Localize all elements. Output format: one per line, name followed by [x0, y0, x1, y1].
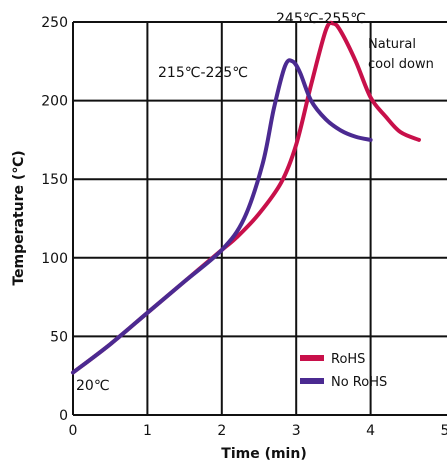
y-tick-label: 50 [50, 329, 68, 345]
x-tick-label: 0 [69, 423, 78, 439]
legend-swatch-rohs [300, 355, 324, 361]
y-tick-label: 0 [59, 408, 68, 424]
y-tick-label: 150 [41, 172, 68, 188]
legend: RoHS No RoHS [300, 352, 387, 390]
series-line-no-rohs [71, 58, 373, 375]
legend-swatch-no-rohs [300, 378, 324, 384]
legend-label-rohs: RoHS [331, 352, 365, 367]
annotation-cool-down-line2: cool down [368, 57, 434, 72]
x-tick-label: 4 [366, 423, 375, 439]
annotation-peak-rohs: 245℃-255℃ [276, 11, 366, 27]
annotation-start-temp: 20℃ [76, 378, 110, 394]
x-tick-label: 1 [143, 423, 152, 439]
x-axis-title: Time (min) [221, 446, 306, 462]
y-tick-label: 250 [41, 15, 68, 31]
series-layer [71, 20, 421, 375]
annotation-cool-down-line1: Natural [368, 37, 416, 52]
x-tick-label: 3 [292, 423, 301, 439]
grid [72, 21, 447, 416]
x-tick-label: 5 [441, 423, 447, 439]
y-tick-label: 200 [41, 94, 68, 110]
y-tick-label: 100 [41, 251, 68, 267]
x-tick-label: 2 [217, 423, 226, 439]
y-axis-title: Temperature (℃) [11, 150, 27, 285]
annotation-peak-no-rohs: 215℃-225℃ [158, 65, 248, 81]
legend-label-no-rohs: No RoHS [331, 375, 387, 390]
